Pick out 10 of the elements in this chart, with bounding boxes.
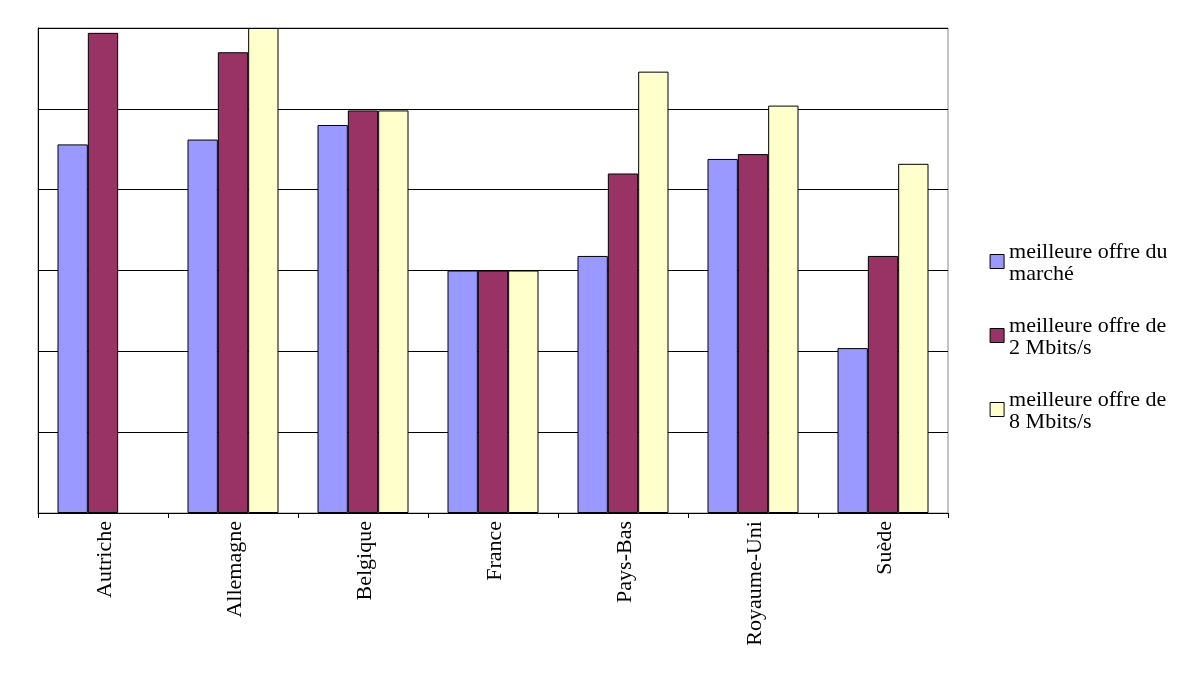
x-tick-label: Autriche: [90, 521, 116, 598]
x-tick-label: Suède: [870, 521, 896, 575]
x-tick-label: France: [480, 521, 506, 581]
x-tick-label: Allemagne: [220, 521, 246, 618]
legend-label: meilleure offre du marché: [1009, 238, 1174, 285]
legend-label: meilleure offre de 8 Mbits/s: [1009, 386, 1172, 433]
x-tick-label: Royaume-Uni: [740, 521, 766, 646]
x-tick-label: Pays-Bas: [610, 521, 636, 603]
x-tick-label: Belgique: [350, 521, 376, 601]
legend-label: meilleure offre de 2 Mbits/s: [1009, 312, 1172, 359]
